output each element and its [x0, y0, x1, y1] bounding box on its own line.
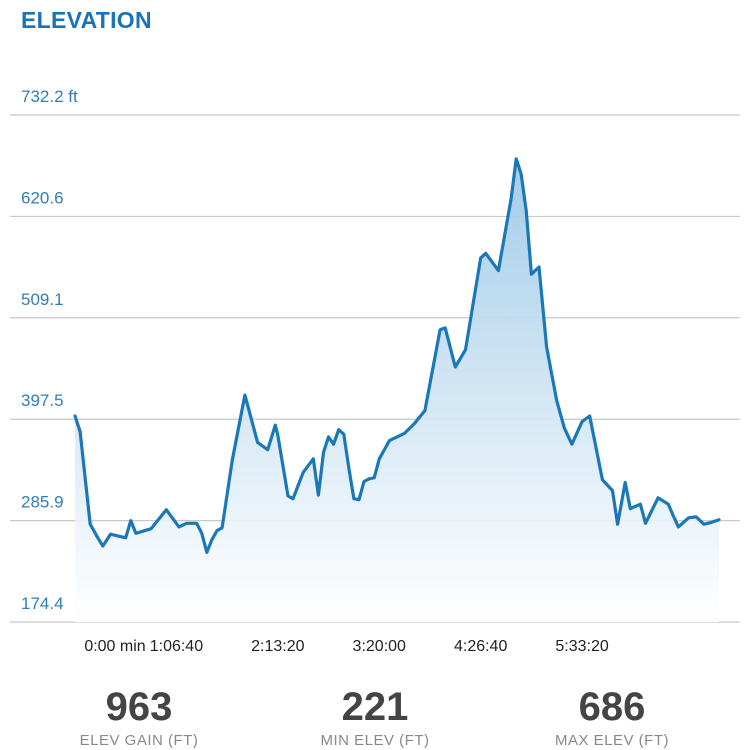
elev-gain-stat: 963 ELEV GAIN (FT)	[39, 685, 239, 750]
x-tick-label: 4:26:40	[454, 638, 507, 655]
chart-title: ELEVATION	[21, 7, 152, 33]
x-tick-label: 5:33:20	[555, 638, 608, 655]
x-axis-labels: 0:00 min 1:06:40 2:13:20 3:20:00 4:26:40 5:33…	[84, 638, 609, 655]
stats-bar: 963 ELEV GAIN (FT) 221 MIN ELEV (FT) 686…	[0, 685, 750, 750]
min-elev-label: MIN ELEV (FT)	[320, 732, 430, 749]
elev-gain-value: 963	[105, 685, 173, 729]
elev-gain-label: ELEV GAIN (FT)	[79, 732, 199, 749]
y-axis-labels: 732.2 ft 620.6 509.1 397.5 285.9 174.4	[21, 87, 78, 613]
y-tick-label: 732.2 ft	[21, 87, 78, 106]
min-elev-value: 221	[341, 685, 409, 729]
elevation-area	[73, 157, 721, 623]
y-tick-label: 397.5	[21, 391, 64, 410]
max-elev-value: 686	[578, 685, 646, 729]
x-tick-label: 0:00 min	[84, 638, 145, 655]
x-tick-label: 3:20:00	[353, 638, 406, 655]
y-tick-label: 620.6	[21, 188, 64, 207]
x-tick-label: 1:06:40	[150, 638, 203, 655]
y-tick-label: 285.9	[21, 493, 64, 512]
max-elev-label: MAX ELEV (FT)	[554, 732, 669, 749]
y-tick-label: 509.1	[21, 290, 64, 309]
elevation-area-fill	[75, 158, 719, 623]
x-tick-label: 2:13:20	[251, 638, 304, 655]
y-tick-label: 174.4	[21, 594, 64, 613]
max-elev-stat: 686 MAX ELEV (FT)	[512, 685, 712, 750]
elevation-line	[73, 157, 721, 554]
min-elev-stat: 221 MIN ELEV (FT)	[275, 685, 475, 750]
elevation-chart: 732.2 ft 620.6 509.1 397.5 285.9 174.4 0:00 m…	[10, 87, 740, 655]
